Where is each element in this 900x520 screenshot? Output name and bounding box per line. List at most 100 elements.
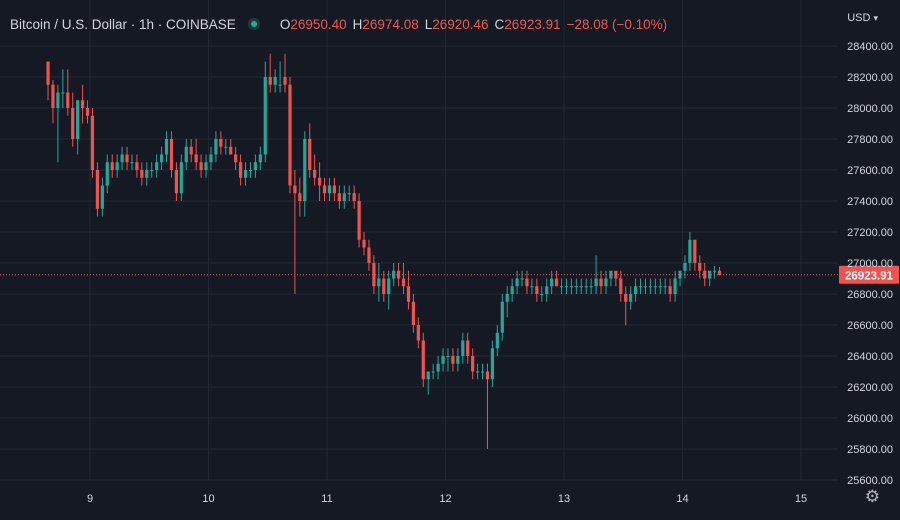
candle-body xyxy=(461,340,465,356)
symbol-title[interactable]: Bitcoin / U.S. Dollar · 1h · COINBASE xyxy=(10,16,236,32)
candle xyxy=(342,185,346,209)
candle xyxy=(283,53,287,93)
y-tick-label: 26000.00 xyxy=(847,413,893,425)
candle xyxy=(313,154,317,186)
candle-body xyxy=(564,286,569,288)
candle-body xyxy=(480,371,485,373)
candle-body xyxy=(500,301,504,333)
candle xyxy=(293,170,297,294)
candle xyxy=(604,270,608,294)
open-label: O xyxy=(279,16,291,32)
candle-body xyxy=(332,185,337,194)
candle xyxy=(352,185,356,209)
candle xyxy=(372,255,376,294)
candle xyxy=(515,270,519,294)
y-tick-label: 27600.00 xyxy=(847,165,893,177)
candle xyxy=(461,332,465,364)
candle xyxy=(594,255,598,294)
candle xyxy=(164,131,169,163)
last-price-badge xyxy=(839,265,899,284)
price-axis[interactable]: 28400.00 28200.00 28000.00 27800.00 27600.00… xyxy=(847,41,893,487)
candle-body xyxy=(61,92,65,94)
candle xyxy=(140,162,144,186)
candle xyxy=(411,294,416,333)
open-value: 26950.40 xyxy=(290,16,347,32)
candle-body xyxy=(90,115,95,170)
status-dot-icon xyxy=(247,18,260,30)
candle-body xyxy=(273,77,277,85)
candle xyxy=(599,270,603,294)
y-tick-label: 26400.00 xyxy=(847,351,893,363)
candle-body xyxy=(387,278,391,294)
candle xyxy=(204,154,208,178)
candle-body xyxy=(219,139,223,147)
candle-body xyxy=(288,84,292,186)
candle-body xyxy=(421,340,425,380)
candle-body xyxy=(382,278,386,294)
candle xyxy=(653,278,657,294)
candle-body xyxy=(308,139,312,170)
candle-body xyxy=(535,286,539,294)
y-tick-label: 26600.00 xyxy=(847,320,893,332)
candle xyxy=(248,162,253,178)
gear-icon[interactable]: ⚙ xyxy=(864,487,880,506)
candle xyxy=(253,154,258,178)
candle xyxy=(658,278,662,294)
candle-body xyxy=(159,154,164,163)
candle-body xyxy=(688,239,692,263)
currency-selector[interactable]: USD ▾ xyxy=(847,12,878,24)
candle xyxy=(238,154,243,186)
candle xyxy=(663,278,667,294)
candle xyxy=(347,185,351,201)
candle-body xyxy=(579,286,583,288)
candle xyxy=(619,270,623,302)
candle xyxy=(273,69,277,93)
candle-body xyxy=(46,61,50,85)
candle-body xyxy=(609,270,613,279)
candle-body xyxy=(648,286,653,288)
x-tick-label: 11 xyxy=(321,493,332,505)
candle xyxy=(525,270,529,294)
candle xyxy=(224,139,228,155)
candle-body xyxy=(451,356,455,364)
candle-body xyxy=(703,270,707,279)
candle-body xyxy=(342,193,346,201)
candle-body xyxy=(243,170,248,178)
candle xyxy=(550,270,554,294)
candle xyxy=(145,162,149,186)
candle xyxy=(214,131,218,163)
candle-body xyxy=(678,270,682,279)
candle-body xyxy=(406,286,411,302)
candle-body xyxy=(401,278,406,287)
candle xyxy=(209,146,213,170)
candle xyxy=(569,278,574,294)
candle xyxy=(559,278,564,294)
candle-body xyxy=(66,92,70,108)
candle-body xyxy=(372,263,376,287)
candle xyxy=(500,294,504,341)
candle-body xyxy=(263,77,267,155)
candle-body xyxy=(604,278,608,287)
candle-body xyxy=(293,185,297,194)
candle xyxy=(643,278,648,294)
candle-body xyxy=(179,162,183,194)
time-axis[interactable]: 9 10 11 12 13 14 15 xyxy=(87,493,807,505)
candle xyxy=(638,278,643,294)
candle xyxy=(431,363,435,380)
candle xyxy=(199,154,203,178)
candle xyxy=(95,162,100,217)
candle-body xyxy=(653,286,657,288)
y-tick-label: 27800.00 xyxy=(847,134,893,146)
candle xyxy=(579,278,583,294)
candle xyxy=(125,146,129,170)
currency-label: USD xyxy=(847,12,871,24)
candle xyxy=(327,177,332,201)
y-tick-label: 26800.00 xyxy=(847,289,893,301)
candle xyxy=(466,332,470,364)
candle-body xyxy=(268,77,272,85)
candle xyxy=(406,270,411,310)
candle-body xyxy=(643,286,648,288)
candle xyxy=(169,131,174,178)
